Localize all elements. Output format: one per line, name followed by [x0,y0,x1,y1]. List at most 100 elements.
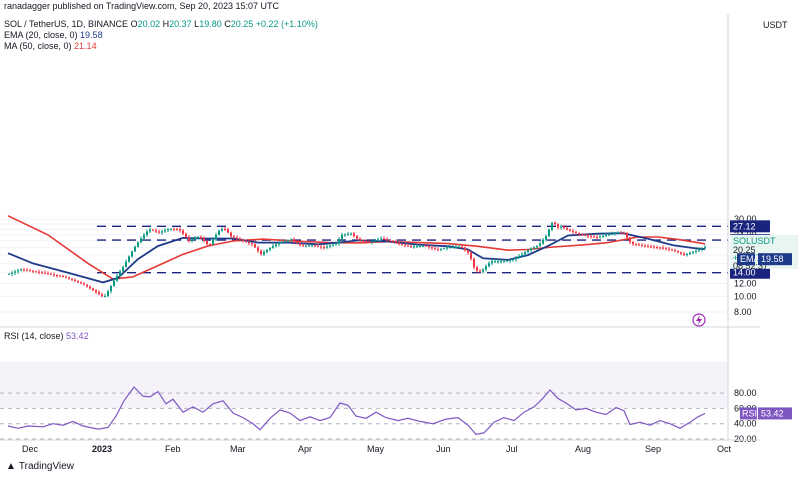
ohlc-high-label: H [162,19,170,29]
candle-body [245,240,247,242]
candle-body [539,243,541,246]
candle-body [230,232,232,237]
tradingview-logo[interactable]: ▲ TradingView [6,461,74,472]
time-tick-label: Dec [22,444,39,454]
candle-body [86,284,88,287]
time-tick-label: Mar [230,444,246,454]
symbol-tag-label: SOLUSDT [733,236,776,246]
candle-body [527,250,529,253]
candle-body [77,281,79,283]
candle-body [350,233,352,235]
candle-body [275,244,277,247]
candle-body [305,245,307,247]
candle-body [518,256,520,258]
candle-body [50,273,52,275]
candle-body [32,270,34,272]
candle-body [68,277,70,279]
candle-body [515,257,517,260]
candle-body [359,238,361,241]
candle-body [557,224,559,228]
ma-legend[interactable]: MA (50, close, 0) 21.14 [4,41,97,51]
ohlc-open-label: O [130,19,138,29]
level-tag: 27.12 [733,221,756,231]
candle-body [686,253,688,256]
candle-body [602,235,604,237]
tradingview-brand: TradingView [18,461,74,472]
candle-body [176,229,178,231]
candle-body [62,276,64,278]
candle-body [467,250,469,253]
candle-body [122,266,124,272]
candle-body [185,233,187,238]
candle-body [8,273,10,275]
candle-body [212,239,214,245]
candle-body [284,241,286,243]
rsi-legend[interactable]: RSI (14, close) 53.42 [4,331,89,341]
candle-body [641,245,643,247]
candle-body [665,248,667,250]
candle-body [491,261,493,264]
candle-body [599,236,601,238]
candle-body [209,243,211,245]
candle-body [173,228,175,230]
candle-body [329,245,331,247]
candle-body [188,237,190,242]
candlestick-series [8,221,706,298]
candle-body [593,236,595,238]
candle-body [587,235,589,237]
candle-body [83,283,85,285]
candle-body [632,242,634,245]
candle-body [110,285,112,292]
candle-body [386,239,388,241]
candle-body [647,246,649,248]
candle-body [572,230,574,232]
price-pane: 30.0028.0026.0024.0022.0020.0018.0016.00… [0,214,798,327]
candle-body [482,269,484,272]
symbol-legend[interactable]: SOL / TetherUS, 1D, BINANCE O20.02 H20.3… [4,19,318,29]
candle-body [44,272,46,274]
candle-body [698,249,700,251]
rsi-legend-label: RSI (14, close) [4,331,64,341]
candle-body [56,274,58,276]
candle-body [128,256,130,262]
candle-body [509,259,511,261]
candle-body [131,251,133,257]
candle-body [149,229,151,232]
rsi-tag-value: 53.42 [761,408,784,418]
candle-body [314,245,316,247]
candle-body [362,240,364,242]
candle-body [620,232,622,234]
ema-tag-value: 19.58 [761,254,784,264]
candle-body [536,245,538,248]
level-tag: 14.00 [733,268,756,278]
candle-body [281,241,283,243]
lightning-icon[interactable] [692,313,706,327]
candle-body [35,271,37,273]
candle-body [395,241,397,243]
candle-body [257,247,259,251]
ohlc-low: 19.80 [199,19,222,29]
rsi-tag-value-bg [758,407,792,420]
candle-body [596,236,598,238]
ema-legend[interactable]: EMA (20, close, 0) 19.58 [4,30,103,40]
candle-body [695,250,697,252]
time-tick-label: Jun [436,444,451,454]
currency-label[interactable]: USDT [763,20,788,30]
price-axis-tags: 27.1222.3014.00MA21.14SOLUSDT20.25+65.17… [730,220,798,279]
candle-body [179,229,181,231]
candle-body [575,231,577,233]
ema-legend-value: 19.58 [80,30,103,40]
ohlc-close: 20.25 [230,19,254,29]
price-tick-label: 8.00 [734,307,752,317]
candle-body [20,269,22,271]
candle-body [497,261,499,263]
candle-body [422,245,424,247]
candle-body [182,230,184,234]
rsi-band [0,362,728,408]
candle-body [221,229,223,231]
candle-body [683,253,685,256]
candle-body [626,233,628,238]
ema-tag-label-bg [737,253,755,266]
candle-body [611,233,613,235]
candle-body [425,245,427,247]
